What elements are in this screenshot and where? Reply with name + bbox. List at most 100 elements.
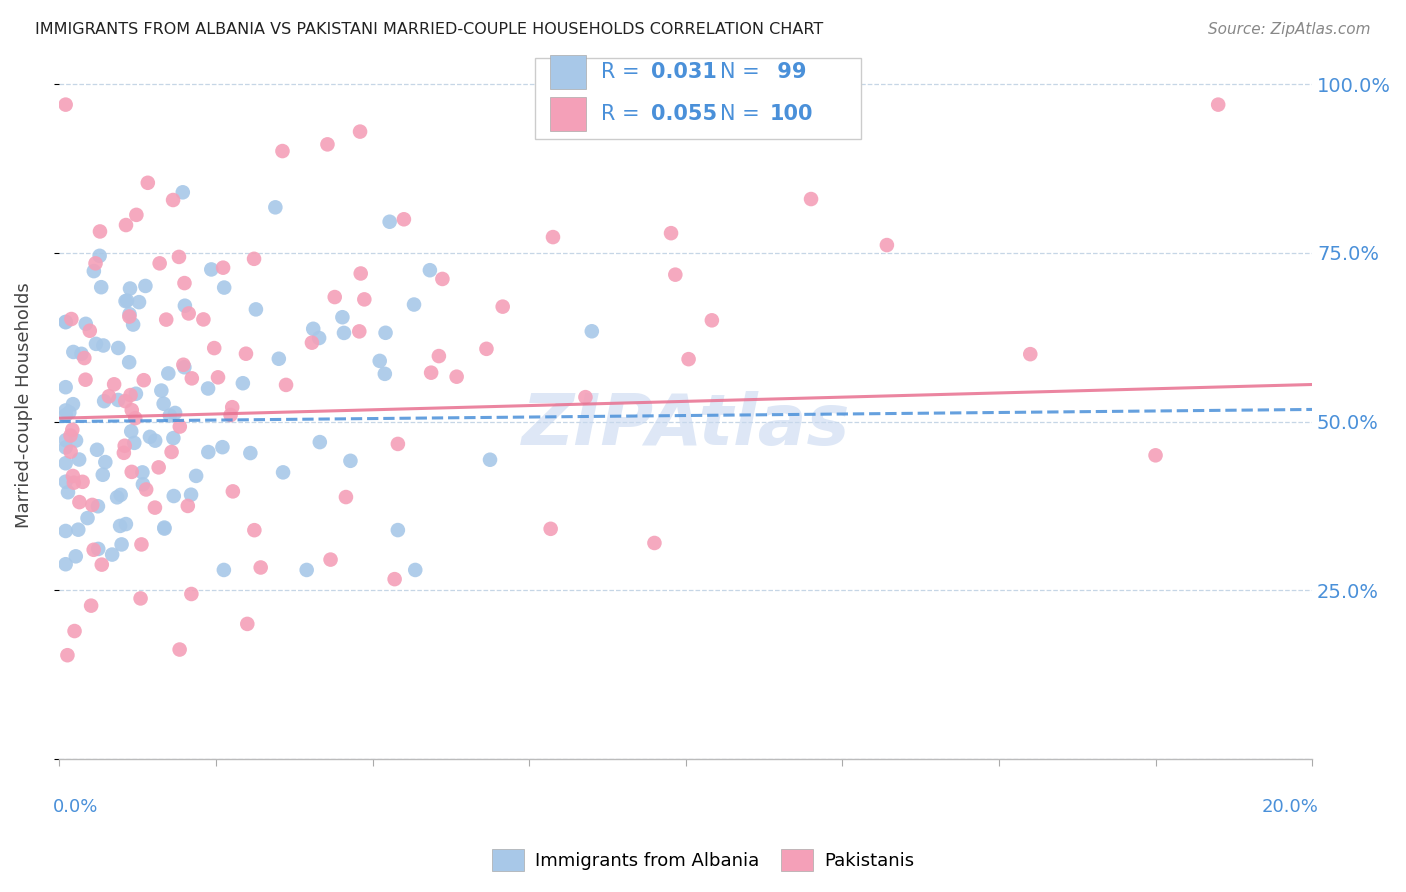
- Point: [118, 355, 141, 369]
- Point: [211, 440, 233, 454]
- Point: [243, 252, 266, 266]
- Text: ZIPAtlas: ZIPAtlas: [522, 392, 851, 460]
- Point: [378, 215, 401, 229]
- Point: [159, 409, 181, 423]
- Point: [274, 378, 297, 392]
- Point: [152, 397, 174, 411]
- Point: [118, 310, 141, 324]
- Point: [200, 262, 222, 277]
- FancyBboxPatch shape: [551, 97, 585, 131]
- Point: [55, 475, 77, 489]
- Point: [135, 483, 157, 497]
- Point: [75, 373, 97, 387]
- Point: [91, 338, 114, 352]
- Point: [62, 397, 84, 411]
- Point: [177, 306, 200, 320]
- Point: [90, 558, 112, 572]
- Point: [55, 441, 77, 455]
- Point: [700, 313, 723, 327]
- Point: [235, 347, 257, 361]
- Point: [574, 390, 596, 404]
- Point: [55, 315, 77, 329]
- Point: [800, 192, 823, 206]
- Point: [97, 389, 120, 403]
- Point: [374, 367, 396, 381]
- Point: [353, 293, 375, 307]
- Point: [132, 373, 155, 387]
- Point: [212, 563, 235, 577]
- Point: [55, 408, 77, 422]
- Point: [87, 500, 110, 514]
- Point: [87, 541, 110, 556]
- Text: Source: ZipAtlas.com: Source: ZipAtlas.com: [1208, 22, 1371, 37]
- Point: [219, 408, 242, 422]
- Point: [432, 272, 454, 286]
- Point: [207, 370, 229, 384]
- Point: [659, 226, 682, 240]
- Point: [402, 297, 425, 311]
- Point: [65, 549, 87, 564]
- Point: [55, 97, 77, 112]
- Text: 0.0%: 0.0%: [53, 797, 98, 815]
- Point: [249, 560, 271, 574]
- Point: [319, 552, 342, 566]
- Point: [59, 428, 82, 442]
- Point: [134, 279, 156, 293]
- Point: [475, 342, 498, 356]
- Point: [82, 498, 104, 512]
- Text: R =: R =: [600, 104, 645, 124]
- Point: [55, 380, 77, 394]
- Point: [149, 256, 172, 270]
- Point: [308, 331, 330, 345]
- Point: [67, 495, 90, 509]
- Point: [143, 500, 166, 515]
- Point: [124, 411, 146, 425]
- Point: [404, 563, 426, 577]
- Point: [1144, 448, 1167, 462]
- Point: [75, 317, 97, 331]
- Point: [446, 369, 468, 384]
- Point: [131, 466, 153, 480]
- Point: [118, 281, 141, 295]
- Point: [419, 263, 441, 277]
- Point: [60, 312, 83, 326]
- Point: [193, 312, 215, 326]
- Point: [120, 425, 142, 439]
- Point: [121, 465, 143, 479]
- Point: [180, 587, 202, 601]
- Point: [323, 290, 346, 304]
- Point: [427, 349, 450, 363]
- Point: [115, 293, 138, 308]
- Point: [63, 624, 86, 638]
- Point: [110, 488, 132, 502]
- Point: [271, 144, 294, 158]
- Point: [169, 419, 191, 434]
- Point: [664, 268, 686, 282]
- Point: [73, 351, 96, 365]
- Point: [108, 519, 131, 533]
- Point: [239, 446, 262, 460]
- Point: [86, 442, 108, 457]
- Point: [153, 520, 176, 534]
- Point: [316, 137, 339, 152]
- Point: [76, 511, 98, 525]
- Point: [212, 280, 235, 294]
- Point: [112, 446, 135, 460]
- Point: [105, 491, 128, 505]
- Text: 100: 100: [769, 104, 813, 124]
- Point: [349, 325, 371, 339]
- Point: [129, 591, 152, 606]
- Point: [83, 264, 105, 278]
- Text: 20.0%: 20.0%: [1261, 797, 1319, 815]
- Text: 0.031: 0.031: [651, 62, 717, 82]
- Point: [245, 302, 267, 317]
- Point: [80, 599, 103, 613]
- Text: IMMIGRANTS FROM ALBANIA VS PAKISTANI MARRIED-COUPLE HOUSEHOLDS CORRELATION CHART: IMMIGRANTS FROM ALBANIA VS PAKISTANI MAR…: [35, 22, 824, 37]
- Point: [160, 445, 183, 459]
- Point: [139, 430, 162, 444]
- Point: [540, 522, 562, 536]
- Point: [125, 208, 148, 222]
- Point: [101, 548, 124, 562]
- Point: [643, 536, 665, 550]
- Point: [492, 300, 515, 314]
